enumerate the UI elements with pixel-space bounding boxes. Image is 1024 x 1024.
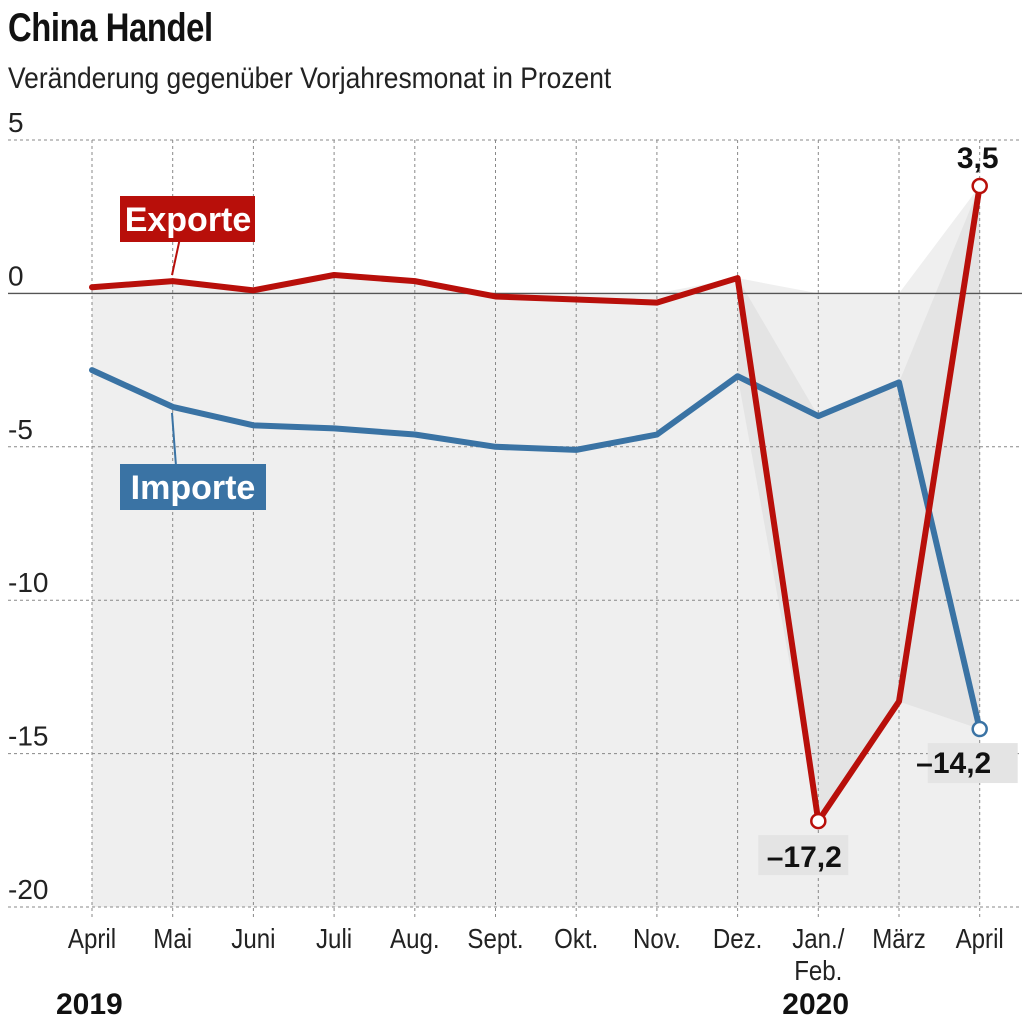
- legend-label-importe: Importe: [131, 469, 256, 507]
- data-point-marker: [971, 720, 988, 738]
- x-axis-labels: April Mai Juni Juli Aug. Sept. Okt. Nov. Dez. Jan…: [56, 922, 1004, 1021]
- data-label: –17,2: [767, 841, 842, 874]
- chart-title: China Handel: [8, 6, 213, 50]
- legend-label-exporte: Exporte: [125, 201, 252, 239]
- y-tick-label: 5: [8, 107, 24, 138]
- area-fill-between-series: [737, 186, 980, 822]
- y-tick-label: -20: [8, 874, 48, 905]
- x-tick-label: Nov.: [633, 922, 681, 954]
- data-point-marker: [810, 812, 827, 830]
- legend-box-importe: [120, 464, 266, 510]
- x-tick-label: Aug.: [390, 922, 440, 954]
- data-labels: 3,5 –17,2 –14,2: [758, 142, 1018, 876]
- data-point-marker: [971, 177, 988, 195]
- year-label: 2019: [56, 988, 123, 1021]
- legend: Exporte Importe: [120, 196, 266, 510]
- x-tick-label: Okt.: [554, 922, 598, 954]
- data-label-bg: [927, 743, 1018, 784]
- y-tick-label: -10: [8, 567, 48, 598]
- y-axis-labels: 5 0 -5 -10 -15 -20: [8, 107, 48, 905]
- y-tick-label: -15: [8, 721, 48, 752]
- x-tick-label: April: [68, 922, 116, 954]
- x-tick-label: Dez.: [713, 922, 763, 954]
- x-tick-label: Mai: [153, 922, 192, 954]
- legend-box-exporte: [120, 196, 255, 242]
- series-line-importe: [89, 367, 983, 733]
- data-label: –14,2: [916, 747, 991, 780]
- x-tick-label: Juni: [231, 922, 275, 954]
- x-tick-label: März: [872, 922, 926, 954]
- legend-leader-exporte: [171, 237, 181, 276]
- series-line-exporte: [89, 183, 983, 825]
- data-label: 3,5: [957, 142, 999, 175]
- chart-subtitle: Veränderung gegenüber Vorjahresmonat in …: [8, 62, 612, 95]
- x-tick-label: April: [956, 922, 1004, 954]
- series-lines: [89, 183, 983, 825]
- area-fill-layer: [92, 186, 980, 907]
- legend-leader-importe: [171, 412, 177, 467]
- y-tick-label: -5: [8, 414, 33, 445]
- data-label-bg: [758, 835, 849, 876]
- year-label: 2020: [782, 988, 849, 1021]
- x-tick-label: Jan./Feb.: [792, 922, 845, 986]
- y-tick-label: 0: [8, 260, 24, 291]
- x-tick-label: Sept.: [467, 922, 523, 954]
- x-tick-label: Juli: [316, 922, 352, 954]
